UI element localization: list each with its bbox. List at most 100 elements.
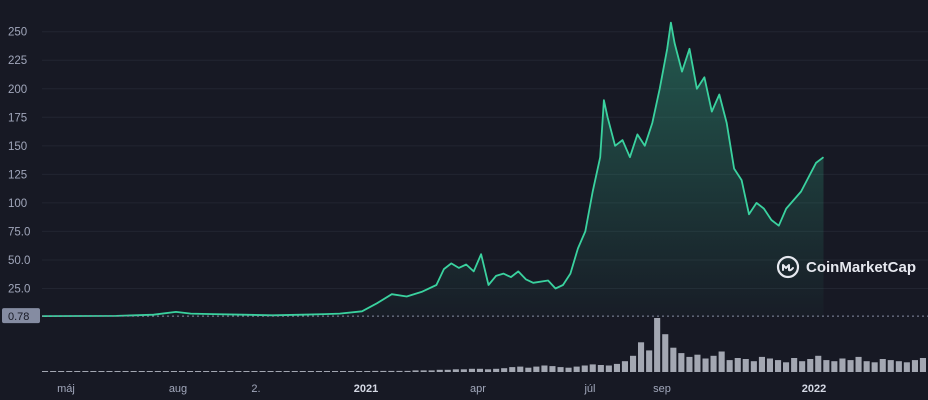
volume-bar (839, 358, 846, 372)
volume-bar (919, 358, 926, 372)
y-tick-label: 175 (8, 112, 27, 124)
volume-bar (823, 360, 830, 372)
volume-bar (726, 360, 733, 372)
volume-bar (501, 368, 508, 372)
volume-bar (348, 371, 355, 372)
volume-bar (98, 371, 105, 372)
volume-bar (621, 361, 628, 372)
x-tick-label: apr (470, 383, 486, 395)
volume-bar (646, 350, 653, 372)
volume-bar (203, 371, 210, 372)
volume-bar (493, 368, 500, 372)
volume-bar (468, 368, 475, 372)
volume-bar (581, 365, 588, 372)
volume-bar (114, 371, 121, 372)
x-tick-label: 2021 (354, 383, 378, 395)
x-tick-label: máj (57, 383, 75, 395)
volume-bar (509, 367, 516, 372)
volume-bar (452, 369, 459, 372)
volume-bar (783, 362, 790, 372)
volume-bar (485, 369, 492, 372)
volume-bar (638, 342, 645, 372)
x-tick-label: 2022 (802, 383, 826, 395)
volume-bar (356, 371, 363, 372)
volume-bar (50, 371, 57, 372)
volume-bar (227, 371, 234, 372)
volume-bar (807, 359, 814, 372)
volume-bar (259, 371, 266, 372)
volume-bar (799, 361, 806, 372)
volume-bar (702, 358, 709, 372)
volume-bar (750, 361, 757, 372)
volume-bar (871, 362, 878, 372)
volume-bar (565, 367, 572, 372)
y-tick-label: 150 (8, 141, 27, 153)
x-tick-label: aug (169, 383, 187, 395)
volume-bar (678, 353, 685, 372)
volume-bar (662, 334, 669, 372)
volume-bar (903, 362, 910, 372)
volume-bar (251, 371, 258, 372)
volume-bar (444, 369, 451, 372)
volume-bar (420, 370, 427, 372)
volume-bar (436, 369, 443, 372)
volume-bar (887, 360, 894, 372)
baseline-badge (2, 308, 40, 324)
volume-bar (275, 371, 282, 372)
volume-bar (573, 366, 580, 372)
volume-bar (718, 351, 725, 372)
volume-bar (340, 371, 347, 372)
watermark-text: CoinMarketCap (806, 258, 917, 276)
volume-bar (90, 371, 97, 372)
coinmarketcap-logo (776, 255, 800, 279)
volume-bar (895, 361, 902, 372)
volume-bar (758, 356, 765, 372)
volume-bar (388, 370, 395, 372)
volume-bar (775, 360, 782, 372)
volume-bar (219, 371, 226, 372)
volume-bar (710, 355, 717, 372)
volume-bar (791, 358, 798, 372)
volume-bar (847, 360, 854, 372)
volume-bar (694, 354, 701, 372)
y-tick-label: 250 (8, 27, 27, 39)
volume-bar (863, 361, 870, 372)
volume-bar (267, 371, 274, 372)
volume-bar (630, 355, 637, 372)
coinmarketcap-watermark: CoinMarketCap (776, 255, 916, 279)
volume-bar (130, 371, 137, 372)
volume-bar (815, 355, 822, 372)
volume-bar (162, 371, 169, 372)
price-area (42, 22, 824, 317)
volume-bar (879, 359, 886, 372)
volume-bar (557, 367, 564, 372)
volume-bar (106, 371, 113, 372)
x-tick-label: júl (583, 383, 595, 395)
volume-bar (855, 356, 862, 372)
volume-bar (154, 371, 161, 372)
volume-bar (734, 358, 741, 372)
volume-bar (831, 361, 838, 372)
volume-bar (670, 347, 677, 372)
y-tick-label: 25.0 (8, 283, 30, 295)
volume-bar (146, 371, 153, 372)
volume-bar (460, 369, 467, 372)
y-tick-label: 225 (8, 55, 27, 67)
volume-bar (42, 371, 49, 372)
volume-bar (332, 371, 339, 372)
baseline-label: 0.78 (8, 311, 29, 323)
volume-bar (380, 370, 387, 372)
volume-bar (58, 371, 65, 372)
volume-bar (170, 371, 177, 372)
volume-bar (372, 370, 379, 372)
volume-bar (299, 371, 306, 372)
volume-bar (404, 370, 411, 372)
volume-bar (686, 356, 693, 372)
y-tick-label: 100 (8, 198, 27, 210)
volume-bar (605, 365, 612, 372)
volume-bar (315, 371, 322, 372)
volume-bar (517, 366, 524, 372)
y-tick-label: 200 (8, 84, 27, 96)
